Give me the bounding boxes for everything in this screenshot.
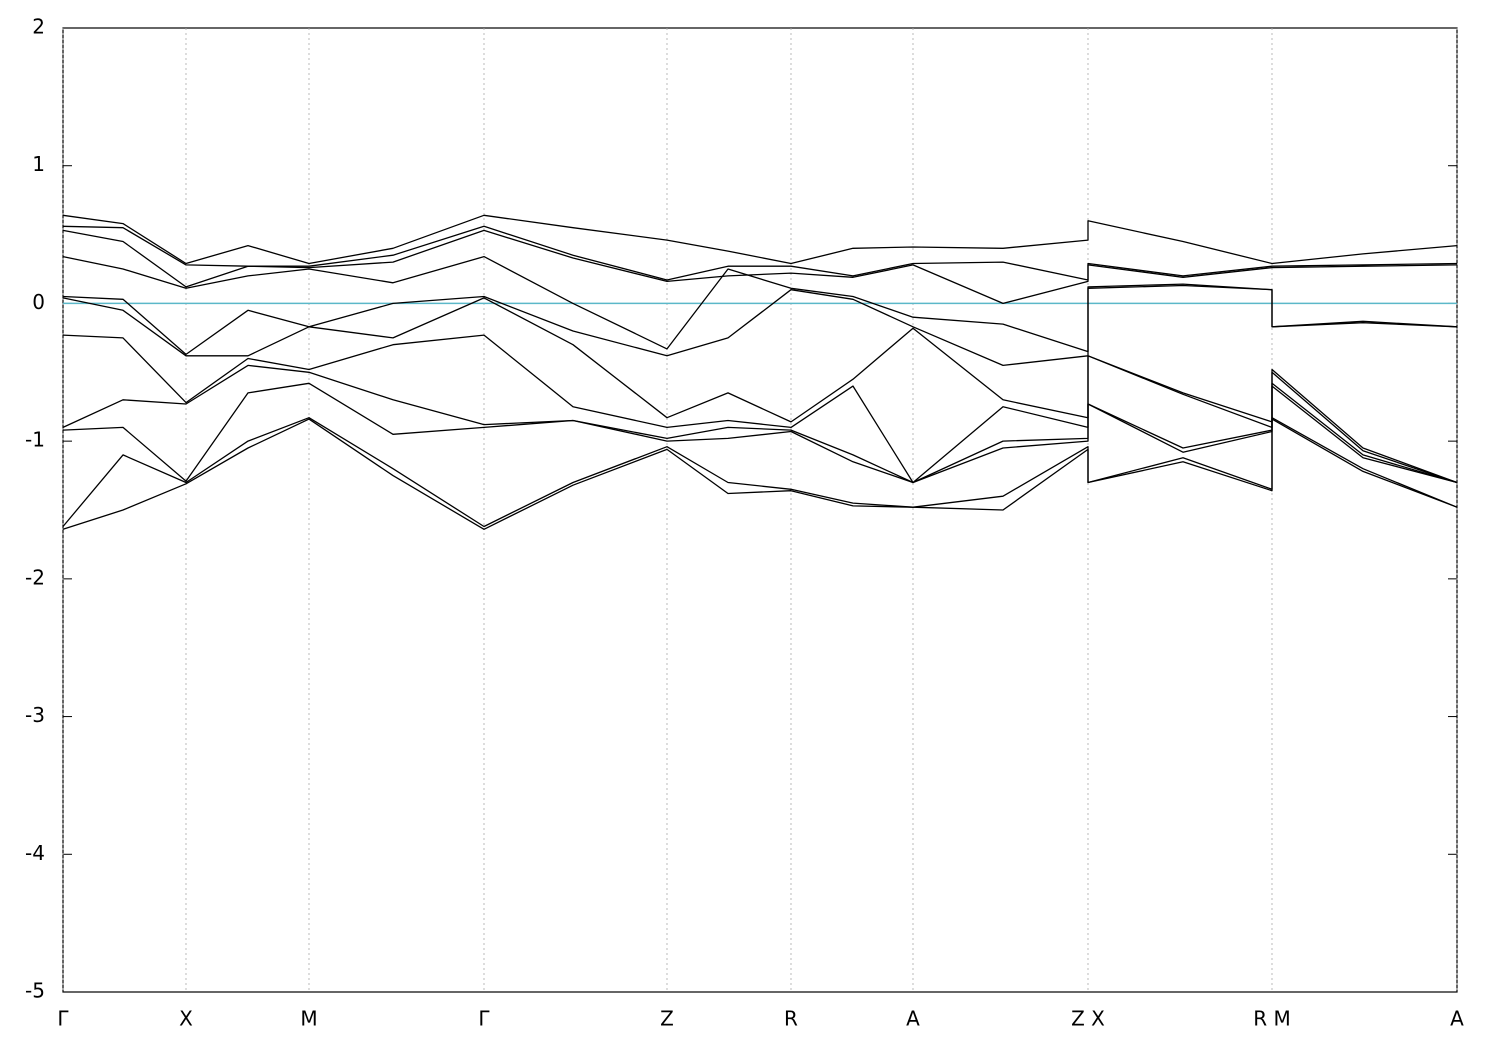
band-line xyxy=(62,417,1458,528)
y-tick-label: -5 xyxy=(25,979,45,1003)
band-line xyxy=(62,364,1458,484)
x-tick-label: Z xyxy=(660,1007,674,1031)
band-line xyxy=(62,334,1458,484)
band-line xyxy=(62,229,1458,305)
x-tick-label: Γ xyxy=(57,1007,69,1031)
band-line xyxy=(62,297,1458,484)
band-line xyxy=(62,382,1458,484)
x-tick-label: R M xyxy=(1253,1007,1291,1031)
x-tick-label: A xyxy=(1450,1007,1464,1031)
y-tick-label: 1 xyxy=(32,152,45,176)
x-tick-label: R xyxy=(784,1007,798,1031)
x-tick-label: M xyxy=(300,1007,317,1031)
band-line xyxy=(62,214,1458,265)
x-tick-label: Γ xyxy=(478,1007,490,1031)
x-tick-label: Z X xyxy=(1071,1007,1105,1031)
band-line xyxy=(62,284,1458,367)
y-tick-label: 2 xyxy=(32,15,45,39)
y-tick-label: -1 xyxy=(25,428,45,452)
y-tick-label: -4 xyxy=(25,841,45,865)
band-line xyxy=(62,418,1458,530)
y-tick-label: -3 xyxy=(25,703,45,727)
plot-frame xyxy=(62,27,1458,993)
y-tick-label: 0 xyxy=(32,290,45,314)
x-tick-label: A xyxy=(906,1007,920,1031)
y-tick-label: -2 xyxy=(25,565,45,589)
x-tick-label: X xyxy=(179,1007,193,1031)
